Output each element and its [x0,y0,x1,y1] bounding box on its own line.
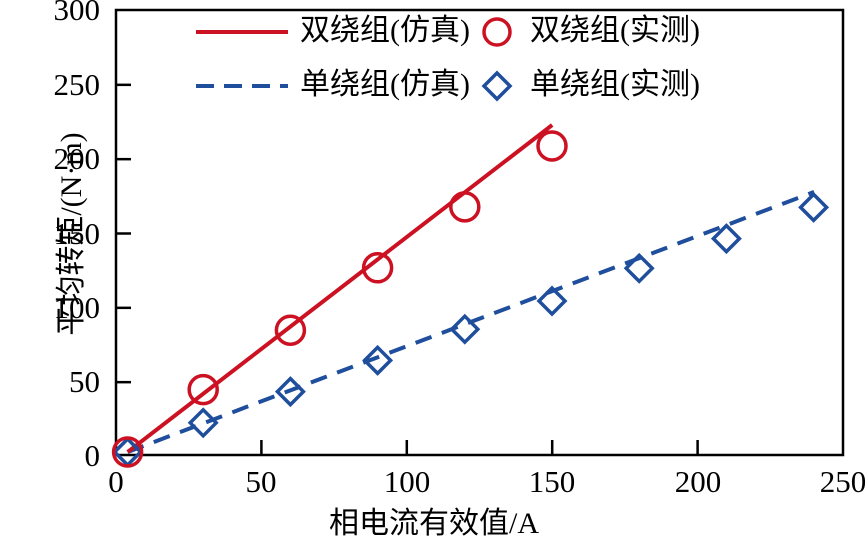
x-axis-tick-label: 50 [245,464,277,499]
legend-label-single-winding-meas: 单绕组(实测) [530,68,700,101]
data-point-diamond [187,407,219,439]
data-point-circle [187,373,219,406]
legend-samples [196,17,513,102]
data-point-circle [111,436,144,468]
series-markers-dual-winding-meas [111,130,568,468]
data-point-diamond [536,285,568,317]
y-axis-tick-label: 50 [69,364,100,399]
legend-label-single-winding-sim: 单绕组(仿真) [300,68,470,101]
x-axis-tick-label: 150 [528,464,576,499]
data-point-circle [361,252,394,284]
data-point-circle [449,191,481,223]
y-axis-tick-label: 300 [53,0,101,27]
data-point-diamond [623,252,655,284]
x-axis-tick-label: 250 [819,464,867,499]
y-axis-tick-label: 200 [53,141,101,176]
series-line-dual-winding-sim [126,123,554,454]
legend-swatch-diamond-marker [481,70,513,102]
y-axis-tick-label: 100 [53,290,101,325]
y-axis-tick-label: 250 [53,67,101,102]
y-axis-tick-label: 150 [53,216,101,251]
data-point-diamond [710,223,742,255]
x-axis-title: 相电流有效值/A [329,507,539,540]
x-axis-tick-label: 0 [108,464,124,499]
y-axis-title: 平均转矩/(N·m) [55,132,88,336]
x-tick-marks [260,440,699,455]
legend-label-dual-winding-meas: 双绕组(实测) [530,14,700,47]
y-tick-marks [116,83,131,384]
data-point-diamond [798,191,830,223]
legend-label-dual-winding-sim: 双绕组(仿真) [300,14,470,47]
data-point-diamond [362,344,394,376]
x-axis-tick-label: 100 [383,464,431,499]
y-axis-tick-label: 0 [84,438,101,473]
data-point-circle [536,130,568,162]
legend-swatch-circle-marker [482,17,512,47]
data-point-diamond [274,376,306,408]
series-markers-single-winding-meas [112,191,830,468]
x-axis-tick-label: 200 [674,464,722,499]
data-point-diamond [449,313,481,345]
data-point-circle [274,314,307,346]
